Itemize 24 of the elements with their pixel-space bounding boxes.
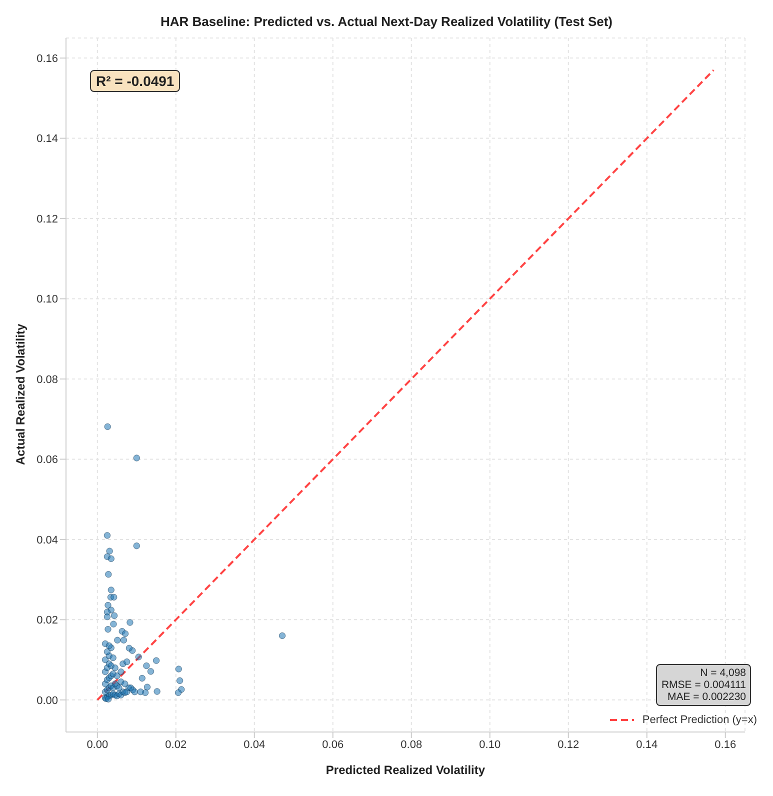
x-axis-title: Predicted Realized Volatility — [326, 763, 486, 777]
chart-title: HAR Baseline: Predicted vs. Actual Next-Day Realized Volatility (Test Set) — [160, 14, 614, 29]
y-tick-label: 0.10 — [36, 294, 58, 306]
annotation: R² = -0.0491 — [90, 70, 180, 92]
y-tick-label: 0.04 — [36, 534, 58, 546]
x-tick-label: 0.04 — [244, 738, 266, 751]
x-tick-label: 0.16 — [714, 738, 736, 751]
x-tick-label: 0.10 — [479, 738, 501, 751]
x-tick-label: 0.08 — [400, 738, 422, 751]
x-tick-label: 0.00 — [86, 738, 108, 751]
x-tick-label: 0.12 — [558, 738, 580, 751]
y-tick-label: 0.02 — [36, 614, 58, 627]
legend-label: Perfect Prediction (y=x) — [642, 714, 757, 726]
y-tick-label: 0.06 — [36, 454, 58, 466]
y-tick-label: 0.08 — [36, 374, 58, 386]
y-tick-label: 0.16 — [36, 52, 58, 65]
y-tick-label: 0.12 — [36, 213, 58, 226]
x-tick-label: 0.02 — [165, 738, 187, 751]
annotation: N = 4,098 RMSE = 0.004111 MAE = 0.002230 — [656, 664, 751, 706]
y-tick-label: 0.14 — [36, 133, 58, 146]
x-tick-label: 0.14 — [636, 738, 658, 751]
x-tick-label: 0.06 — [322, 738, 344, 751]
y-tick-label: 0.00 — [36, 694, 58, 707]
y-axis-title: Actual Realized Volatility — [13, 324, 28, 465]
